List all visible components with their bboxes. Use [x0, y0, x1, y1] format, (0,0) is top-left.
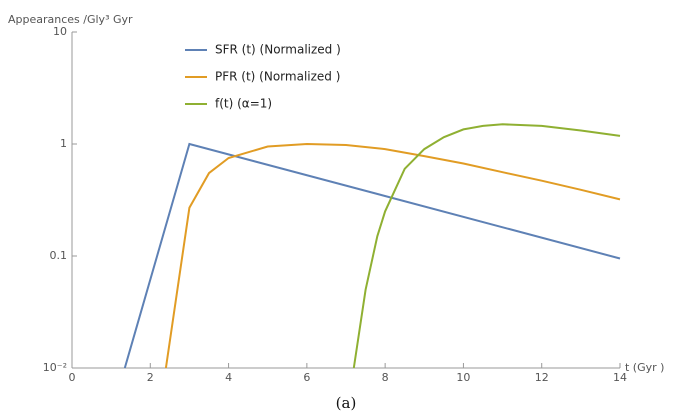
- x-axis-label: t (Gyr ): [625, 361, 664, 374]
- y-tick-label: 1: [60, 137, 67, 150]
- series-line: [164, 142, 621, 369]
- legend-label: f(t) (α=1): [215, 97, 272, 111]
- x-tick-label: 14: [613, 371, 627, 384]
- legend-label: PFR (t) (Normalized ): [215, 70, 340, 84]
- series-line: [352, 123, 621, 369]
- y-tick-label: 0.1: [50, 249, 68, 262]
- x-tick-label: 6: [303, 371, 310, 384]
- x-tick-label: 2: [147, 371, 154, 384]
- x-tick-label: 0: [69, 371, 76, 384]
- caption: (a): [336, 394, 357, 412]
- series-line: [123, 142, 621, 369]
- y-axis-label: Appearances /Gly³ Gyr: [8, 13, 133, 26]
- x-tick-label: 8: [382, 371, 389, 384]
- legend-label: SFR (t) (Normalized ): [215, 43, 341, 57]
- y-tick-label: 10⁻²: [43, 361, 67, 374]
- y-tick-label: 10: [53, 25, 67, 38]
- x-tick-label: 4: [225, 371, 232, 384]
- x-tick-label: 10: [456, 371, 470, 384]
- x-tick-label: 12: [535, 371, 549, 384]
